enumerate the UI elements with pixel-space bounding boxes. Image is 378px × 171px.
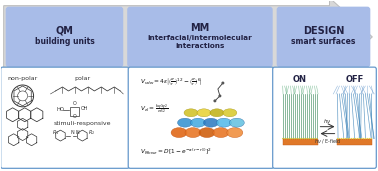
Text: O: O xyxy=(73,114,77,119)
FancyBboxPatch shape xyxy=(128,67,274,168)
Ellipse shape xyxy=(171,128,187,138)
Ellipse shape xyxy=(216,118,231,127)
Circle shape xyxy=(355,138,356,139)
Text: $V_{el} = \frac{kq_1q_2}{\varepsilon r_{12}}$: $V_{el} = \frac{kq_1q_2}{\varepsilon r_{… xyxy=(140,103,169,116)
FancyBboxPatch shape xyxy=(6,7,123,67)
Ellipse shape xyxy=(203,118,218,127)
Circle shape xyxy=(343,138,344,139)
Circle shape xyxy=(308,138,309,139)
Text: non-polar: non-polar xyxy=(8,76,38,81)
Circle shape xyxy=(304,138,305,139)
Text: $V_{vdw} = 4\varepsilon\left[\left(\frac{\sigma}{r}\right)^{12} - \left(\frac{\s: $V_{vdw} = 4\varepsilon\left[\left(\frac… xyxy=(140,76,203,87)
Circle shape xyxy=(349,138,350,139)
FancyBboxPatch shape xyxy=(273,67,376,168)
Ellipse shape xyxy=(223,109,237,117)
Circle shape xyxy=(371,138,372,139)
Circle shape xyxy=(359,138,360,139)
Circle shape xyxy=(341,138,342,139)
Text: MM: MM xyxy=(191,23,209,33)
Text: stimuli-responsive: stimuli-responsive xyxy=(54,121,111,126)
Polygon shape xyxy=(4,0,372,76)
Circle shape xyxy=(347,138,348,139)
Text: QM: QM xyxy=(56,26,73,36)
Circle shape xyxy=(337,138,338,139)
Circle shape xyxy=(316,138,317,139)
Text: OH: OH xyxy=(81,106,88,111)
Circle shape xyxy=(302,138,303,139)
FancyBboxPatch shape xyxy=(127,7,273,67)
Circle shape xyxy=(306,138,307,139)
Bar xyxy=(283,139,318,144)
Text: N: N xyxy=(70,130,74,135)
Ellipse shape xyxy=(229,118,244,127)
Circle shape xyxy=(286,138,287,139)
Circle shape xyxy=(298,138,299,139)
Circle shape xyxy=(284,138,285,139)
Ellipse shape xyxy=(185,128,201,138)
Text: ON: ON xyxy=(293,75,307,84)
Ellipse shape xyxy=(197,109,211,117)
Circle shape xyxy=(310,138,311,139)
Ellipse shape xyxy=(199,128,215,138)
Ellipse shape xyxy=(191,118,205,127)
Circle shape xyxy=(339,138,340,139)
Circle shape xyxy=(292,138,293,139)
Circle shape xyxy=(367,138,368,139)
Text: $h\nu$: $h\nu$ xyxy=(323,117,332,125)
Circle shape xyxy=(365,138,366,139)
Text: O: O xyxy=(73,101,77,106)
Text: $V_{Morse} = D\left[1-e^{-a(r-r_0)}\right]^2$: $V_{Morse} = D\left[1-e^{-a(r-r_0)}\righ… xyxy=(140,147,212,157)
Circle shape xyxy=(363,138,364,139)
Circle shape xyxy=(300,138,301,139)
Text: DESIGN: DESIGN xyxy=(303,26,344,36)
Text: $R_2$: $R_2$ xyxy=(88,128,96,136)
Bar xyxy=(70,107,79,116)
Text: interactions: interactions xyxy=(175,43,225,49)
Text: interfacial/intermolecular: interfacial/intermolecular xyxy=(147,35,253,41)
Circle shape xyxy=(296,138,297,139)
Text: $R_1$: $R_1$ xyxy=(51,128,59,136)
Text: HO: HO xyxy=(56,107,64,112)
Circle shape xyxy=(312,138,313,139)
Ellipse shape xyxy=(178,118,192,127)
Circle shape xyxy=(218,94,222,97)
Text: smart surfaces: smart surfaces xyxy=(291,37,356,46)
Circle shape xyxy=(294,138,295,139)
Ellipse shape xyxy=(213,128,229,138)
Text: polar: polar xyxy=(74,76,90,81)
Circle shape xyxy=(314,138,315,139)
Circle shape xyxy=(282,138,284,139)
Bar xyxy=(338,139,372,144)
Circle shape xyxy=(361,138,362,139)
Circle shape xyxy=(288,138,289,139)
Circle shape xyxy=(353,138,354,139)
Text: N: N xyxy=(76,130,80,135)
Circle shape xyxy=(345,138,346,139)
Text: OFF: OFF xyxy=(345,75,364,84)
Ellipse shape xyxy=(210,109,224,117)
Text: $h\nu$ / E-field: $h\nu$ / E-field xyxy=(314,137,341,145)
FancyBboxPatch shape xyxy=(1,67,129,168)
Ellipse shape xyxy=(227,128,243,138)
FancyBboxPatch shape xyxy=(277,7,370,67)
Text: building units: building units xyxy=(34,37,94,46)
Circle shape xyxy=(222,82,225,84)
Circle shape xyxy=(357,138,358,139)
Circle shape xyxy=(351,138,352,139)
Circle shape xyxy=(369,138,370,139)
Circle shape xyxy=(290,138,291,139)
Circle shape xyxy=(214,99,216,102)
Ellipse shape xyxy=(184,109,198,117)
